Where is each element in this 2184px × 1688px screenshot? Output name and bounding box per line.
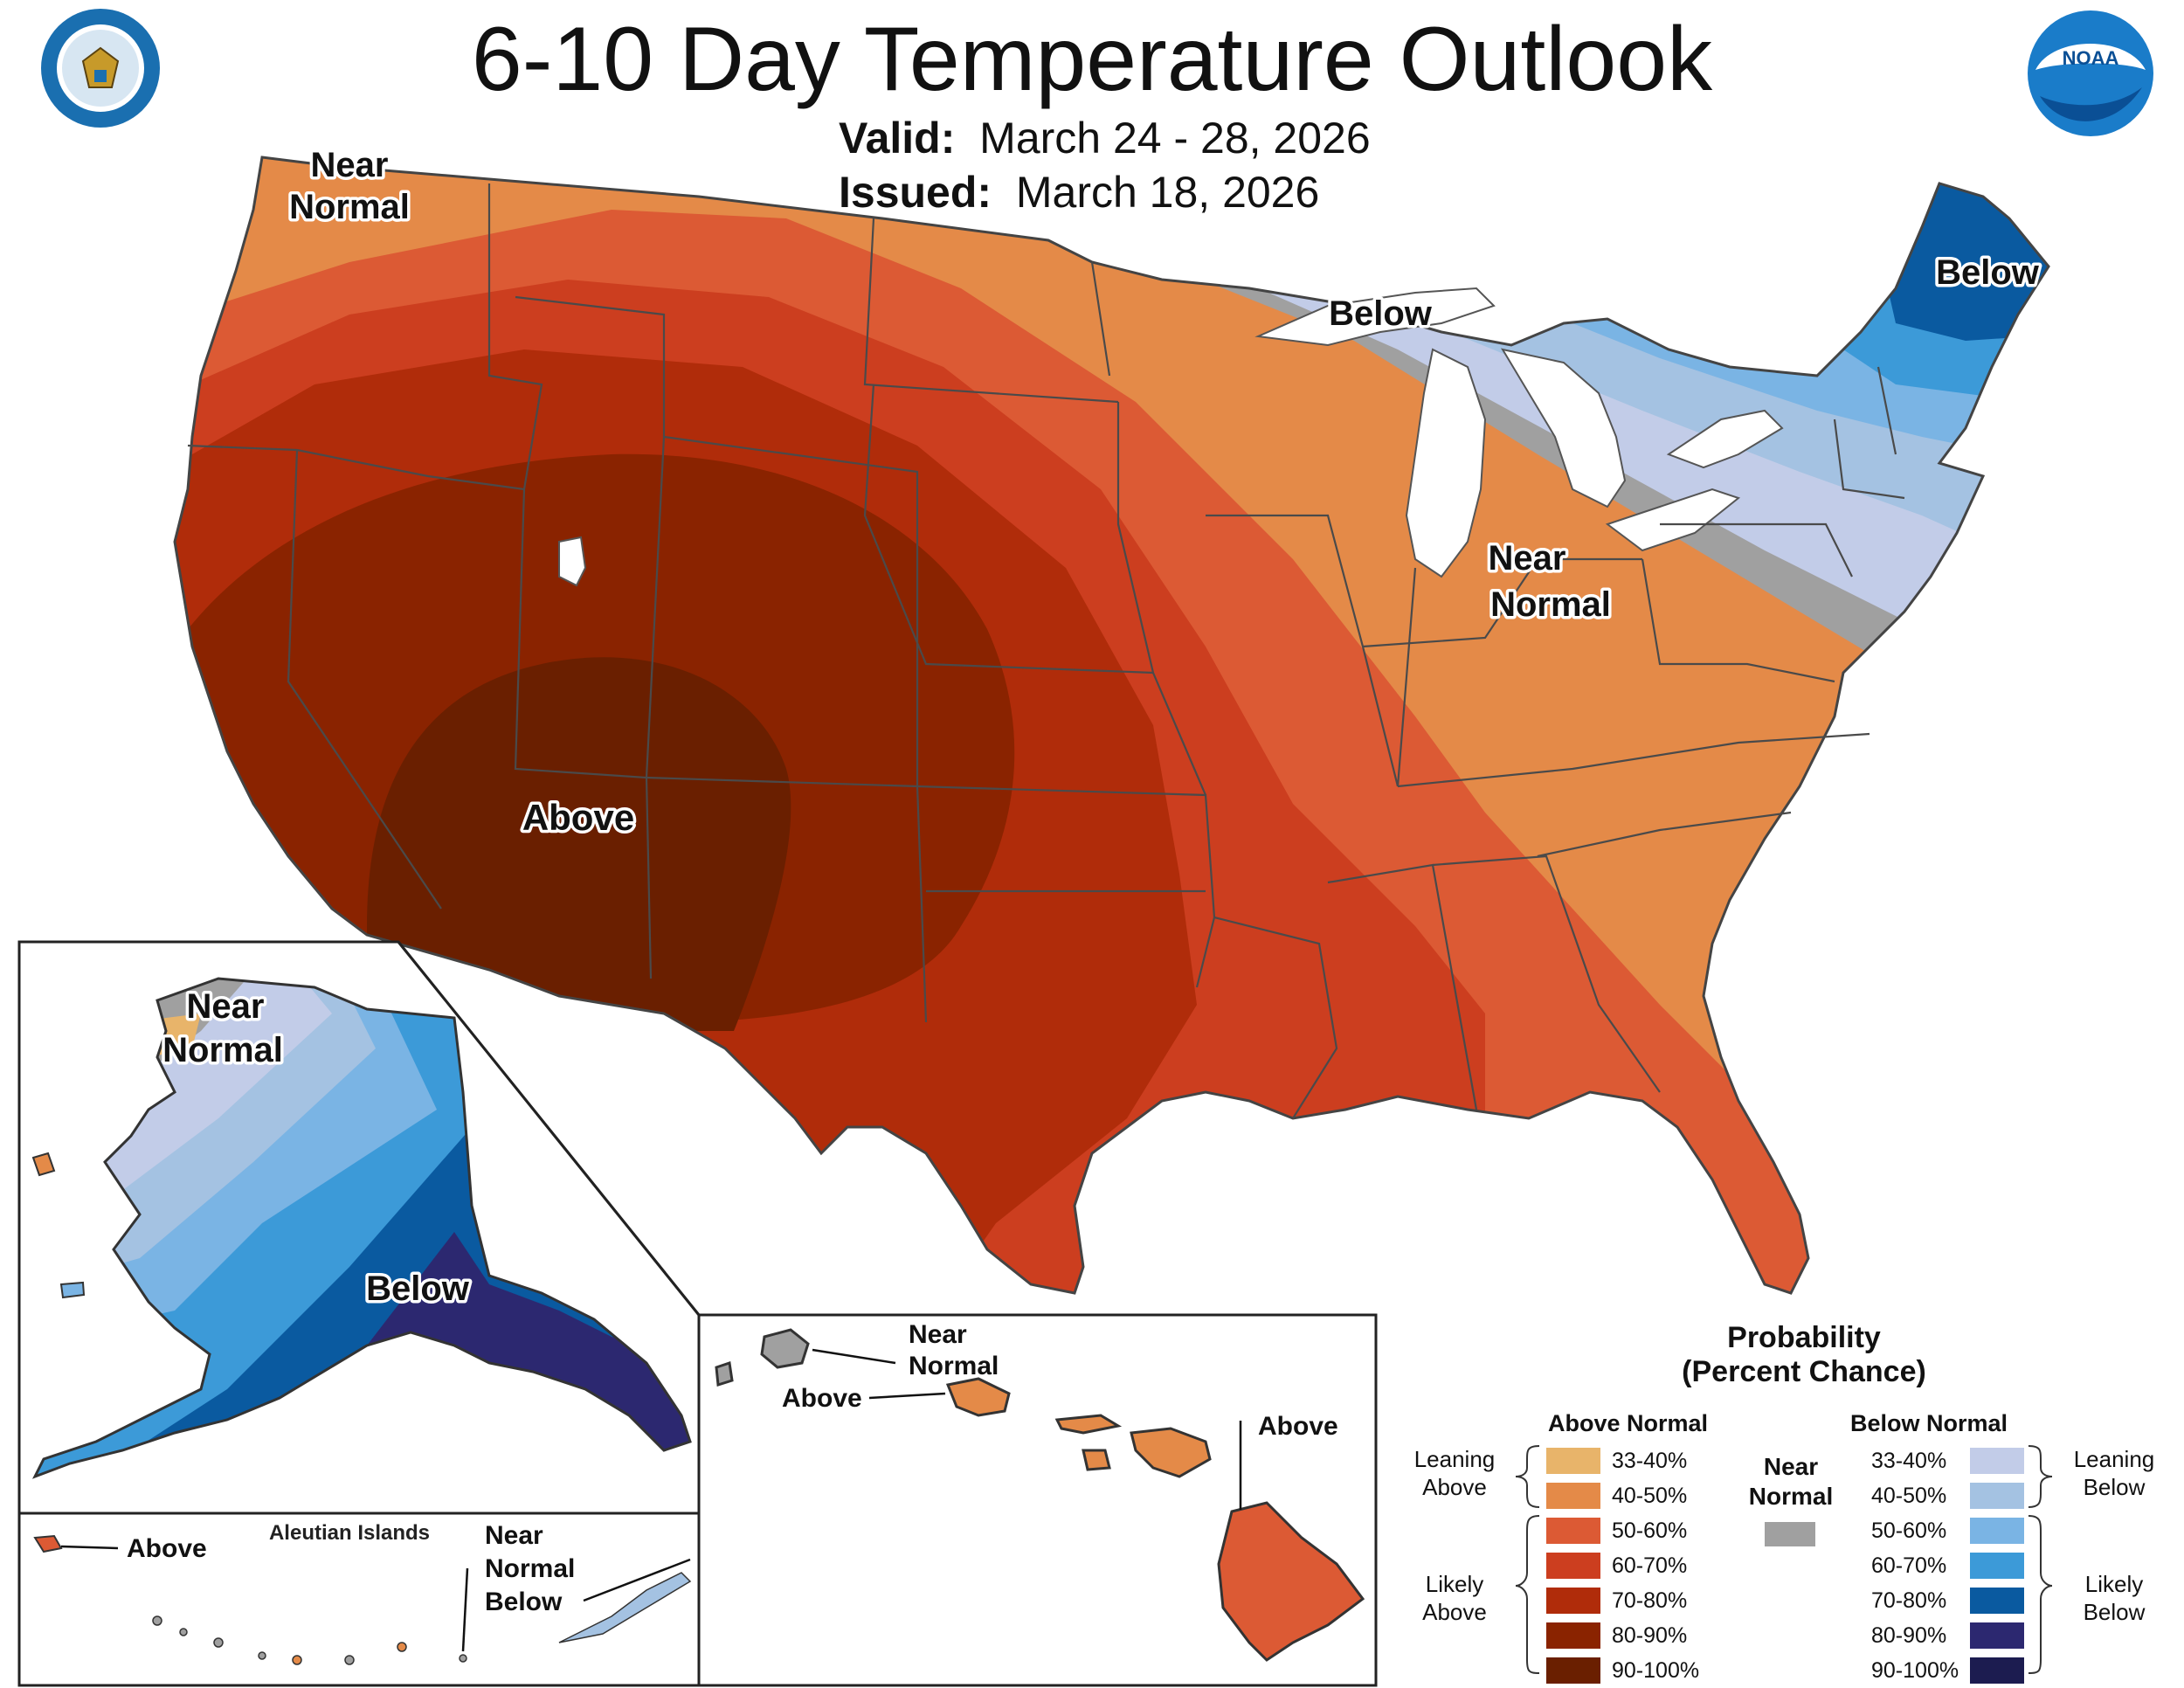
legend-likely-below: Likely Below bbox=[2057, 1570, 2171, 1626]
lakes-below-label: Below bbox=[1329, 294, 1433, 333]
hawaiian-islands bbox=[715, 1328, 1365, 1662]
legend-title: Probability (Percent Chance) bbox=[1594, 1321, 2014, 1389]
legend-above-range: 40-50% bbox=[1612, 1484, 1688, 1508]
aleutian-title: Aleutian Islands bbox=[269, 1521, 430, 1545]
legend-near-swatch bbox=[1765, 1522, 1815, 1546]
aleutian-near-label: Near bbox=[485, 1521, 543, 1550]
legend-below-swatch bbox=[1970, 1553, 2024, 1579]
legend-above-range: 50-60% bbox=[1612, 1519, 1688, 1543]
conus-outline bbox=[173, 156, 2050, 1295]
issued-line: Issued: March 18, 2026 bbox=[839, 166, 1319, 218]
legend-above-range: 33-40% bbox=[1612, 1449, 1688, 1473]
legend-above-swatch bbox=[1546, 1518, 1600, 1544]
hi-near-label: Near bbox=[909, 1320, 967, 1349]
map-title: 6-10 Day Temperature Outlook bbox=[471, 9, 1713, 110]
leaning-above-line1: Leaning bbox=[1413, 1446, 1496, 1472]
legend-title-line2: (Percent Chance) bbox=[1682, 1355, 1926, 1388]
hi-normal-label: Normal bbox=[909, 1352, 999, 1380]
aleutian-above-label: Above bbox=[127, 1534, 207, 1563]
legend-above-header: Above Normal bbox=[1548, 1410, 1709, 1436]
legend-near-header-line2: Normal bbox=[1748, 1483, 1834, 1510]
valid-dates: March 24 - 28, 2026 bbox=[979, 114, 1371, 163]
legend-above-swatch bbox=[1546, 1588, 1600, 1614]
legend-below-range: 50-60% bbox=[1871, 1519, 1947, 1543]
legend-above-range: 80-90% bbox=[1612, 1623, 1688, 1648]
issued-label: Issued: bbox=[839, 168, 992, 217]
likely-above-line2: Above bbox=[1422, 1599, 1487, 1625]
legend-above-range: 90-100% bbox=[1612, 1658, 1700, 1683]
likely-below-line2: Below bbox=[2083, 1599, 2146, 1625]
legend-near-header-line1: Near bbox=[1763, 1453, 1819, 1480]
hi-above-oahu-label: Above bbox=[782, 1384, 862, 1413]
hi-above-big-label: Above bbox=[1258, 1412, 1338, 1441]
leaning-below-line1: Leaning bbox=[2073, 1446, 2155, 1472]
noaa-logo-text: NOAA bbox=[2063, 47, 2119, 69]
legend-above-swatch bbox=[1546, 1657, 1600, 1684]
legend-above-range: 60-70% bbox=[1612, 1553, 1688, 1578]
legend-above-swatch bbox=[1546, 1448, 1600, 1474]
ne-below-label: Below bbox=[1936, 253, 2040, 292]
aleutian-below-label: Below bbox=[485, 1588, 563, 1616]
legend-below-swatch bbox=[1970, 1622, 2024, 1649]
legend-below-range: 70-80% bbox=[1871, 1588, 1947, 1613]
legend-title-line1: Probability bbox=[1727, 1321, 1881, 1354]
valid-line: Valid: March 24 - 28, 2026 bbox=[839, 112, 1371, 164]
valid-label: Valid: bbox=[839, 114, 956, 163]
issued-date: March 18, 2026 bbox=[1015, 168, 1320, 217]
doc-seal-logo bbox=[41, 9, 160, 128]
oh-normal-label: Normal bbox=[1490, 585, 1611, 624]
legend-leaning-below: Leaning Below bbox=[2057, 1445, 2171, 1501]
ak-normal-label: Normal bbox=[162, 1031, 283, 1069]
nw-normal-label: Normal bbox=[289, 188, 410, 226]
legend-above-swatch bbox=[1546, 1553, 1600, 1579]
legend-leaning-above: Leaning Above bbox=[1398, 1445, 1511, 1501]
above-label: Above bbox=[522, 797, 634, 838]
legend-below-range: 80-90% bbox=[1871, 1623, 1947, 1648]
legend-below-swatch bbox=[1970, 1657, 2024, 1684]
ak-near-label: Near bbox=[187, 987, 265, 1026]
legend-below-header: Below Normal bbox=[1850, 1410, 2008, 1436]
legend-below-swatch bbox=[1970, 1448, 2024, 1474]
legend-above-swatch bbox=[1546, 1622, 1600, 1649]
legend-above-range: 70-80% bbox=[1612, 1588, 1688, 1613]
aleutian-normal-label: Normal bbox=[485, 1554, 575, 1583]
nw-near-label: Near bbox=[311, 146, 389, 184]
leaning-above-line2: Above bbox=[1422, 1474, 1487, 1500]
legend-below-range: 33-40% bbox=[1871, 1449, 1947, 1473]
noaa-logo: NOAA bbox=[2028, 10, 2153, 136]
likely-above-line1: Likely bbox=[1425, 1571, 1484, 1597]
state-boundaries bbox=[187, 183, 1905, 1119]
legend-below-range: 60-70% bbox=[1871, 1553, 1947, 1578]
legend-below-swatch bbox=[1970, 1483, 2024, 1509]
legend-above-swatch bbox=[1546, 1483, 1600, 1509]
legend-below-swatch bbox=[1970, 1588, 2024, 1614]
great-lakes bbox=[558, 287, 1784, 587]
legend-below-range: 40-50% bbox=[1871, 1484, 1947, 1508]
oh-near-label: Near bbox=[1489, 539, 1566, 578]
legend-brackets bbox=[1515, 1445, 2053, 1674]
likely-below-line1: Likely bbox=[2084, 1571, 2144, 1597]
aleutian-islands bbox=[152, 1572, 692, 1665]
legend-likely-above: Likely Above bbox=[1398, 1570, 1511, 1626]
legend-near-header: Near Normal bbox=[1738, 1452, 1843, 1512]
ak-below-label: Below bbox=[366, 1269, 470, 1308]
leaning-below-line2: Below bbox=[2083, 1474, 2146, 1500]
legend-below-swatch bbox=[1970, 1518, 2024, 1544]
legend-below-range: 90-100% bbox=[1871, 1658, 1959, 1683]
